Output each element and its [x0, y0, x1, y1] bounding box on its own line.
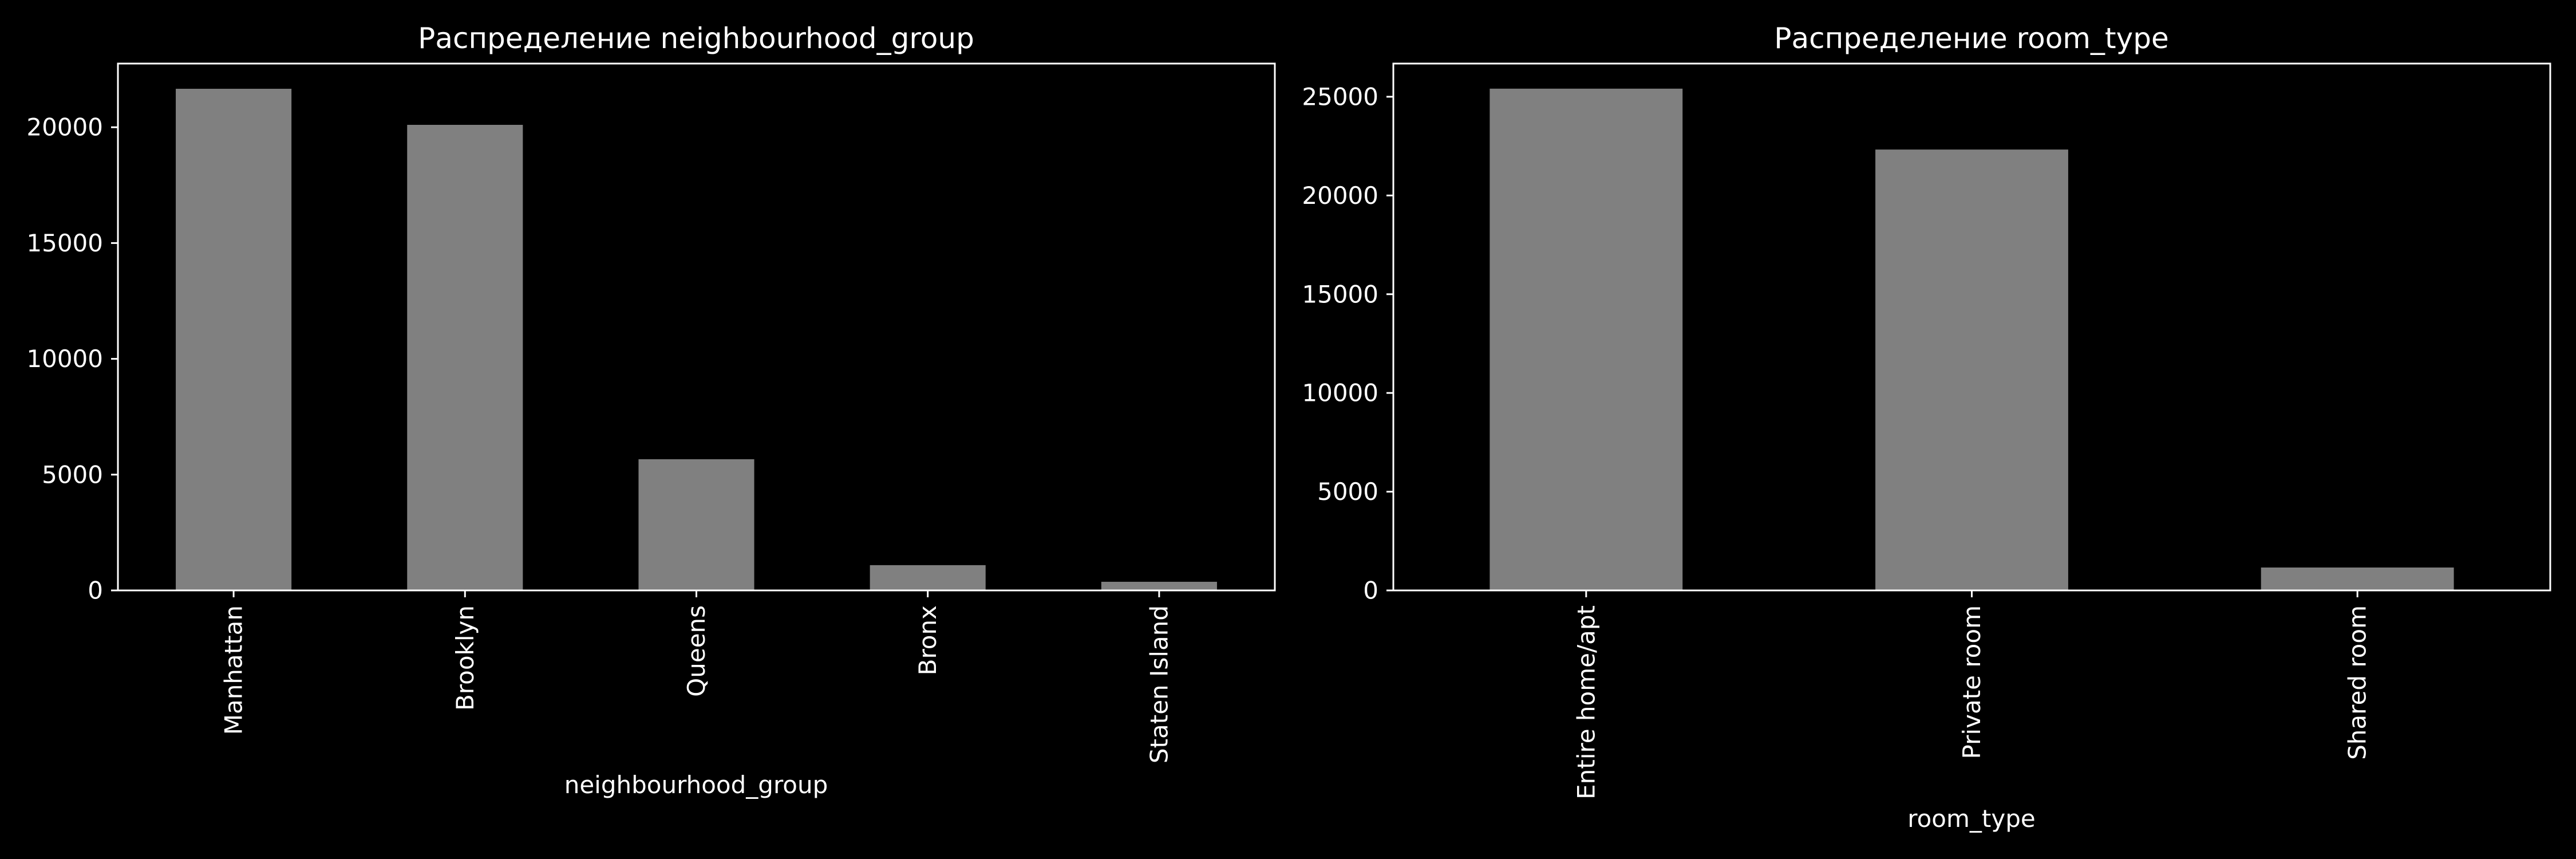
y-tick-label: 20000 — [26, 113, 103, 141]
bar-brooklyn — [407, 125, 523, 591]
x-tick-label: Bronx — [914, 605, 942, 675]
chart-title: Распределение neighbourhood_group — [418, 22, 974, 55]
bar-staten-island — [1101, 581, 1217, 590]
y-tick-label: 15000 — [26, 229, 103, 257]
axes-frame — [1392, 62, 2551, 592]
x-tick-label: Queens — [682, 605, 710, 697]
y-tick-label: 5000 — [1317, 478, 1378, 506]
y-tick-label: 20000 — [1302, 182, 1378, 210]
bar-private-room — [1875, 149, 2068, 590]
bars — [1490, 88, 2454, 591]
y-axis-ticks: 0 5000 10000 15000 20000 25000 — [1302, 82, 1393, 605]
axes-frame — [117, 62, 1276, 592]
x-tick-label: Staten Island — [1145, 605, 1173, 763]
y-tick-label: 10000 — [26, 345, 103, 373]
bar-manhattan — [176, 89, 292, 590]
bar-queens — [638, 459, 754, 590]
chart-neighbourhood-group: Распределение neighbourhood_group Manhat… — [26, 22, 1276, 799]
bar-entire-home-apt — [1490, 88, 1683, 591]
bar-shared-room — [2261, 568, 2454, 590]
x-tick-label: Shared room — [2344, 605, 2372, 760]
chart-title: Распределение room_type — [1774, 22, 2168, 55]
x-axis-label: neighbourhood_group — [564, 771, 828, 799]
x-tick-label: Private room — [1958, 605, 1986, 759]
y-tick-label: 10000 — [1302, 379, 1378, 407]
bar-bronx — [870, 565, 986, 590]
chart-room-type: Распределение room_type Entire home/apt P… — [1302, 22, 2551, 833]
y-axis-ticks: 0 5000 10000 15000 20000 — [26, 113, 118, 605]
x-tick-label: Entire home/apt — [1572, 605, 1600, 799]
bars — [176, 89, 1217, 591]
x-axis-label: room_type — [1907, 805, 2035, 833]
y-tick-label: 0 — [88, 577, 103, 605]
y-tick-label: 25000 — [1302, 82, 1378, 111]
y-tick-label: 15000 — [1302, 280, 1378, 308]
x-axis-ticks: Entire home/apt Private room Shared room — [1572, 590, 2372, 799]
x-axis-ticks: Manhattan Brooklyn Queens Bronx Staten Islan… — [220, 590, 1173, 763]
y-tick-label: 5000 — [42, 460, 103, 488]
y-tick-label: 0 — [1363, 577, 1378, 605]
x-tick-label: Brooklyn — [451, 605, 479, 711]
x-tick-label: Manhattan — [220, 605, 248, 735]
